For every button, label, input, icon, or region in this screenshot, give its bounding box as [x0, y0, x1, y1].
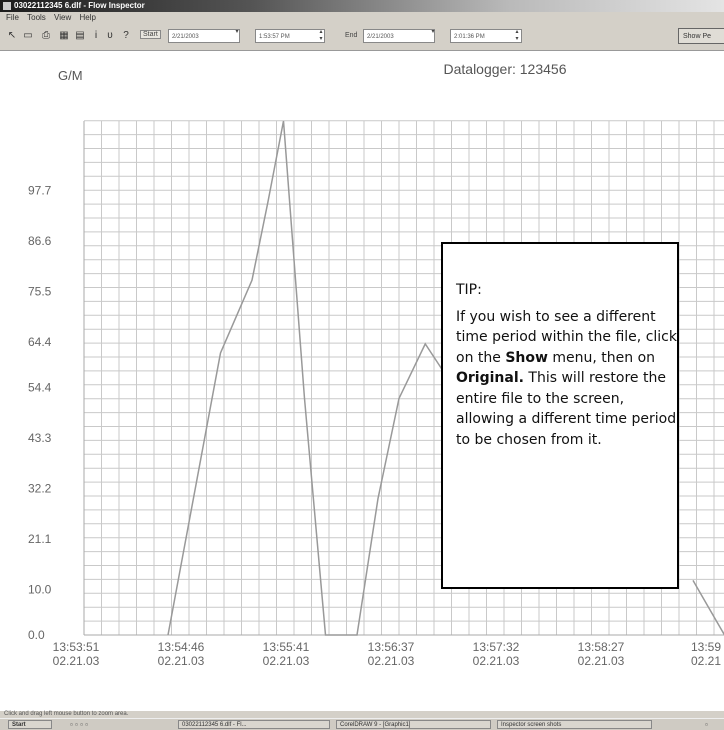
x-tick-time: 13:58:27: [578, 640, 625, 654]
start-date-field[interactable]: 2/21/2003: [168, 29, 240, 43]
open-file-icon[interactable]: ▭: [23, 30, 33, 41]
end-time-field[interactable]: 2:01:36 PM: [450, 29, 522, 43]
start-button[interactable]: Start: [8, 720, 52, 729]
x-tick-time: 13:54:46: [158, 640, 205, 654]
menu-help[interactable]: Help: [79, 13, 96, 22]
x-tick-date: 02.21.03: [53, 654, 100, 668]
x-tick-time: 13:53:51: [53, 640, 100, 654]
start-date-dropdown-icon[interactable]: ▾: [235, 29, 239, 35]
x-tick-date: 02.21.03: [368, 654, 415, 668]
end-time-spinner-icon[interactable]: ▴ ▾: [515, 29, 519, 42]
toolbar: ↖ ▭ ⎙ ▦ ▤ ⅰ υ ? Start 2/21/2003 ▾ 1:53:5…: [0, 24, 724, 51]
help-icon[interactable]: ?: [123, 30, 129, 41]
status-bar: Click and drag left mouse button to zoom…: [0, 711, 724, 718]
y-tick-label: 21.1: [28, 532, 52, 546]
tip-text: If you wish to see a different time peri…: [456, 308, 677, 448]
units-icon[interactable]: υ: [107, 30, 113, 41]
menu-tools[interactable]: Tools: [27, 13, 46, 22]
y-tick-label: 75.5: [28, 285, 52, 299]
series-line: [692, 580, 724, 636]
y-tick-label: 97.7: [28, 184, 52, 198]
x-tick-time: 13:55:41: [263, 640, 310, 654]
start-time-field[interactable]: 1:53:57 PM: [255, 29, 325, 43]
x-tick-date: 02.21.03: [158, 654, 205, 668]
print-icon[interactable]: ⎙: [42, 30, 50, 41]
end-date-field[interactable]: 2/21/2003: [363, 29, 435, 43]
x-tick-time: 13:57:32: [473, 640, 520, 654]
tip-original-item-name: Original.: [456, 370, 524, 386]
info-icon[interactable]: ⅰ: [94, 30, 98, 41]
taskbar-item-screenshots[interactable]: Inspector screen shots: [497, 720, 652, 729]
y-axis-label: G/M: [58, 68, 83, 83]
chart-title: Datalogger: 123456: [444, 61, 567, 77]
end-date-dropdown-icon[interactable]: ▾: [431, 29, 435, 35]
y-tick-label: 43.3: [28, 431, 52, 445]
taskbar-item-flow-inspector[interactable]: 03022112345 6.dlf - Fl...: [178, 720, 330, 729]
quick-launch-icons[interactable]: ▫ ▫ ▫ ▫: [70, 720, 89, 729]
menu-view[interactable]: View: [54, 13, 72, 22]
table-icon[interactable]: ▦: [59, 30, 69, 41]
end-label: End: [345, 32, 358, 39]
x-tick-date: 02.21.03: [578, 654, 625, 668]
x-tick-date: 02.21.03: [473, 654, 520, 668]
tip-heading: TIP:: [456, 282, 482, 298]
x-tick-time: 13:56:37: [368, 640, 415, 654]
show-period-button[interactable]: Show Pe: [678, 28, 724, 44]
tip-box: TIP: If you wish to see a different time…: [441, 242, 679, 589]
y-tick-labels: 0.0 10.0 21.1 32.2 43.3 54.4 64.4 75.5 86.6 97.7: [28, 184, 52, 642]
tip-show-menu-name: Show: [505, 349, 548, 366]
x-tick-date: 02.21.03: [263, 654, 310, 668]
tray-icon: ▫: [705, 720, 708, 729]
x-tick-date: 02.21: [691, 654, 721, 668]
title-bar: 03022112345 6.dlf - Flow Inspector: [0, 0, 724, 12]
menu-bar: File Tools View Help: [0, 12, 724, 24]
taskbar: Start ▫ ▫ ▫ ▫ 03022112345 6.dlf - Fl... …: [0, 718, 724, 730]
x-tick-time: 13:59: [691, 640, 721, 654]
graph-icon[interactable]: ▤: [75, 30, 85, 41]
start-label: Start: [140, 30, 161, 39]
y-tick-label: 54.4: [28, 381, 52, 395]
app-icon: [3, 2, 11, 10]
y-tick-label: 86.6: [28, 234, 52, 248]
x-tick-labels: 13:53:5102.21.0313:54:4602.21.0313:55:41…: [53, 640, 722, 668]
y-tick-label: 10.0: [28, 583, 52, 597]
y-tick-label: 32.2: [28, 482, 52, 496]
menu-file[interactable]: File: [6, 13, 19, 22]
taskbar-item-coreldraw[interactable]: CorelDRAW 9 - [Graphic1]: [336, 720, 491, 729]
window-title: 03022112345 6.dlf - Flow Inspector: [14, 1, 145, 10]
y-tick-label: 64.4: [28, 335, 52, 349]
y-tick-label: 0.0: [28, 628, 45, 642]
start-time-spinner-icon[interactable]: ▴ ▾: [319, 29, 323, 42]
pointer-icon[interactable]: ↖: [7, 30, 17, 41]
